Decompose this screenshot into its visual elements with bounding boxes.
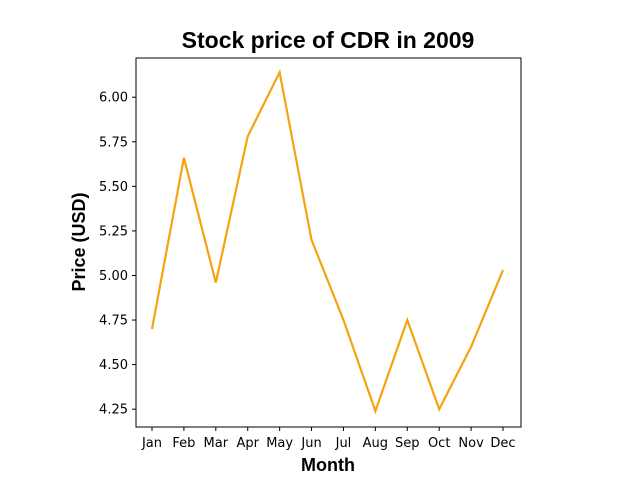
x-tick-label: May [266, 436, 293, 451]
y-axis-label: Price (USD) [69, 192, 89, 291]
y-tick-label: 5.25 [99, 224, 128, 239]
x-tick-label: Sep [395, 436, 420, 451]
y-axis: 4.25 4.50 4.75 5.00 5.25 5.50 5.75 6.00 [99, 91, 136, 418]
y-tick-label: 4.75 [99, 314, 128, 329]
y-tick-label: 5.75 [99, 135, 128, 150]
y-tick-label: 4.50 [99, 358, 128, 373]
x-tick-label: Apr [236, 436, 259, 451]
x-axis-label: Month [301, 455, 355, 475]
x-tick-label: Feb [172, 436, 195, 451]
x-tick-label: Dec [490, 436, 515, 451]
x-tick-label: Jun [300, 436, 321, 451]
x-axis: Jan Feb Mar Apr May Jun Jul Aug Sep Oct Nov Dec [141, 427, 516, 451]
y-tick-label: 5.00 [99, 269, 128, 284]
series-layer [150, 68, 505, 415]
y-tick-label: 4.25 [99, 403, 128, 418]
x-tick-label: Jan [141, 436, 162, 451]
y-tick-label: 6.00 [99, 91, 128, 106]
plot-frame [135, 57, 522, 428]
series-line [150, 68, 505, 415]
x-tick-label: Aug [363, 436, 388, 451]
chart-title: Stock price of CDR in 2009 [182, 27, 475, 53]
x-tick-label: Mar [204, 436, 229, 451]
x-tick-label: Oct [428, 436, 450, 451]
x-tick-label: Nov [458, 436, 484, 451]
x-tick-label: Jul [335, 436, 352, 451]
y-tick-label: 5.50 [99, 180, 128, 195]
